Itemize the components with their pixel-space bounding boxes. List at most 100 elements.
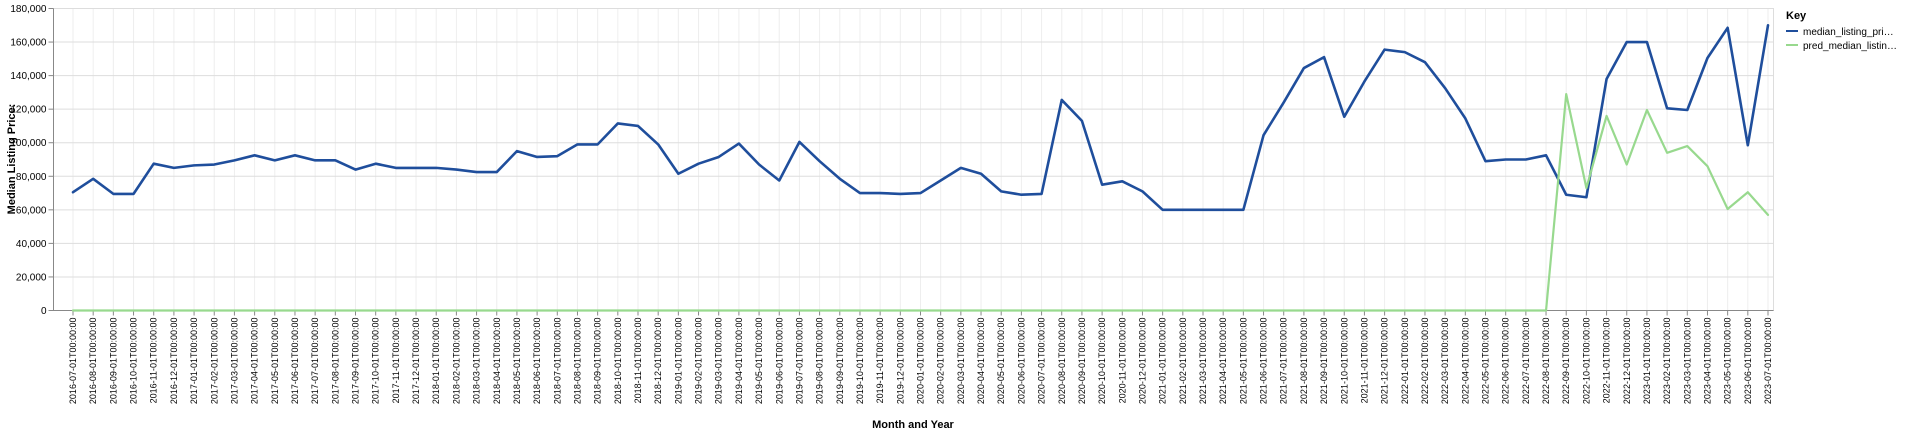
series-line-median-listing-price: [71, 23, 1770, 212]
y-tick-label: 60,000: [16, 205, 47, 216]
x-tick-label: 2023-01-01T00:00:00: [1642, 318, 1652, 405]
x-tick-label: 2021-08-01T00:00:00: [1299, 318, 1309, 405]
x-tick-label: 2020-08-01T00:00:00: [1057, 318, 1067, 405]
x-tick-label: 2021-11-01T00:00:00: [1359, 318, 1369, 404]
y-tick-label: 20,000: [16, 272, 47, 283]
legend: Key median_listing_pri… pred_median_list…: [1786, 10, 1897, 52]
x-tick-label: 2017-02-01T00:00:00: [209, 318, 219, 405]
x-tick-label: 2021-03-01T00:00:00: [1198, 318, 1208, 405]
x-tick-label: 2020-11-01T00:00:00: [1117, 318, 1127, 404]
x-tick-label: 2023-07-01T00:00:00: [1763, 318, 1773, 405]
x-tick-label: 2019-05-01T00:00:00: [754, 318, 764, 405]
x-tick-label: 2017-05-01T00:00:00: [270, 318, 280, 405]
legend-title: Key: [1786, 10, 1807, 22]
x-tick-label: 2019-08-01T00:00:00: [815, 318, 825, 405]
x-tick-label: 2018-10-01T00:00:00: [613, 318, 623, 405]
x-tick-label: 2022-02-01T00:00:00: [1420, 318, 1430, 405]
x-tick-label: 2021-05-01T00:00:00: [1238, 318, 1248, 405]
series-lines: [71, 23, 1770, 312]
x-tick-label: 2022-10-01T00:00:00: [1581, 318, 1591, 405]
x-tick-label: 2019-01-01T00:00:00: [673, 318, 683, 405]
x-tick-label: 2022-09-01T00:00:00: [1561, 318, 1571, 405]
legend-label-median: median_listing_pri…: [1803, 27, 1894, 38]
x-tick-label: 2016-08-01T00:00:00: [88, 318, 98, 405]
y-axis-title: Median Listing Price:: [6, 104, 18, 215]
y-tick-label: 80,000: [16, 172, 47, 183]
y-tick-label: 160,000: [10, 38, 47, 49]
x-tick-label: 2020-05-01T00:00:00: [996, 318, 1006, 405]
x-tick-label: 2022-03-01T00:00:00: [1440, 318, 1450, 405]
x-tick-label: 2017-07-01T00:00:00: [310, 318, 320, 405]
x-tick-label: 2020-06-01T00:00:00: [1016, 318, 1026, 405]
x-tick-label: 2020-01-01T00:00:00: [916, 318, 926, 405]
x-tick-label: 2017-03-01T00:00:00: [229, 318, 239, 405]
x-tick-label: 2017-12-01T00:00:00: [411, 318, 421, 405]
x-tick-label: 2023-05-01T00:00:00: [1723, 318, 1733, 405]
y-tick-label: 140,000: [10, 71, 47, 82]
series-line-pred-median-listing-price: [71, 92, 1770, 312]
x-tick-label: 2019-06-01T00:00:00: [774, 318, 784, 405]
x-tick-label: 2019-03-01T00:00:00: [714, 318, 724, 405]
x-tick-label: 2021-07-01T00:00:00: [1279, 318, 1289, 405]
x-tick-label: 2021-12-01T00:00:00: [1380, 318, 1390, 405]
x-tick-label: 2022-04-01T00:00:00: [1460, 318, 1470, 405]
x-tick-label: 2016-11-01T00:00:00: [149, 318, 159, 404]
x-tick-label: 2020-02-01T00:00:00: [936, 318, 946, 405]
x-tick-label: 2019-11-01T00:00:00: [875, 318, 885, 404]
x-tick-label: 2017-06-01T00:00:00: [290, 318, 300, 405]
x-tick-label: 2019-09-01T00:00:00: [835, 318, 845, 405]
x-tick-label: 2017-04-01T00:00:00: [250, 318, 260, 405]
x-axis-title: Month and Year: [872, 419, 954, 431]
x-tick-label: 2018-05-01T00:00:00: [512, 318, 522, 405]
x-tick-label: 2019-07-01T00:00:00: [794, 318, 804, 405]
x-tick-label: 2023-06-01T00:00:00: [1743, 318, 1753, 405]
x-tick-label: 2018-11-01T00:00:00: [633, 318, 643, 404]
y-tick-label: 0: [41, 306, 47, 317]
x-tick-label: 2018-03-01T00:00:00: [472, 317, 482, 404]
x-tick-label: 2022-05-01T00:00:00: [1481, 318, 1491, 405]
x-tick-label: 2021-06-01T00:00:00: [1259, 318, 1269, 405]
x-tick-label: 2022-11-01T00:00:00: [1602, 318, 1612, 404]
x-tick-label: 2018-02-01T00:00:00: [451, 317, 461, 404]
x-tick-label: 2020-10-01T00:00:00: [1097, 318, 1107, 405]
x-tick-label: 2022-12-01T00:00:00: [1622, 318, 1632, 405]
x-tick-label: 2018-06-01T00:00:00: [532, 318, 542, 405]
x-tick-label: 2017-11-01T00:00:00: [391, 318, 401, 404]
x-tick-label: 2018-01-01T00:00:00: [431, 318, 441, 405]
x-tick-label: 2021-09-01T00:00:00: [1319, 318, 1329, 405]
x-tick-label: 2017-01-01T00:00:00: [189, 318, 199, 405]
x-tick-label: 2019-12-01T00:00:00: [895, 318, 905, 405]
x-tick-label: 2018-08-01T00:00:00: [572, 318, 582, 405]
legend-label-pred: pred_median_listin…: [1803, 41, 1897, 52]
x-tick-label: 2023-04-01T00:00:00: [1702, 318, 1712, 405]
x-tick-label: 2017-09-01T00:00:00: [351, 318, 361, 405]
x-tick-label: 2022-06-01T00:00:00: [1501, 318, 1511, 405]
x-tick-label: 2018-04-01T00:00:00: [492, 318, 502, 405]
x-tick-label: 2020-03-01T00:00:00: [956, 318, 966, 405]
axes: 0 20,000 40,000 60,000 80,000 100,000 120,000 1…: [10, 4, 1774, 405]
x-tick-label: 2018-07-01T00:00:00: [552, 318, 562, 405]
x-tick-label: 2021-01-01T00:00:00: [1158, 318, 1168, 405]
x-tick-label: 2020-12-01T00:00:00: [1137, 318, 1147, 405]
x-tick-label: 2017-08-01T00:00:00: [330, 318, 340, 405]
x-tick-label: 2022-07-01T00:00:00: [1521, 318, 1531, 405]
y-tick-label: 120,000: [10, 105, 47, 116]
x-tick-label: 2021-04-01T00:00:00: [1218, 318, 1228, 405]
x-tick-label: 2019-02-01T00:00:00: [694, 318, 704, 405]
x-tick-label: 2016-12-01T00:00:00: [169, 318, 179, 405]
y-tick-label: 100,000: [10, 138, 47, 149]
x-tick-label: 2016-07-01T00:00:00: [68, 318, 78, 405]
x-tick-label: 2023-02-01T00:00:00: [1662, 318, 1672, 405]
x-tick-label: 2020-04-01T00:00:00: [976, 317, 986, 404]
x-tick-label: 2018-09-01T00:00:00: [593, 318, 603, 405]
x-tick-label: 2016-10-01T00:00:00: [129, 318, 139, 405]
y-tick-label: 180,000: [10, 4, 47, 15]
x-tick-label: 2020-09-01T00:00:00: [1077, 318, 1087, 405]
x-tick-label: 2021-10-01T00:00:00: [1339, 318, 1349, 405]
x-tick-label: 2022-01-01T00:00:00: [1400, 318, 1410, 405]
x-tick-label: 2020-07-01T00:00:00: [1037, 318, 1047, 405]
x-tick-label: 2021-02-01T00:00:00: [1178, 318, 1188, 405]
x-tick-label: 2017-10-01T00:00:00: [371, 318, 381, 405]
x-tick-label: 2016-09-01T00:00:00: [108, 318, 118, 405]
x-tick-label: 2019-10-01T00:00:00: [855, 318, 865, 405]
